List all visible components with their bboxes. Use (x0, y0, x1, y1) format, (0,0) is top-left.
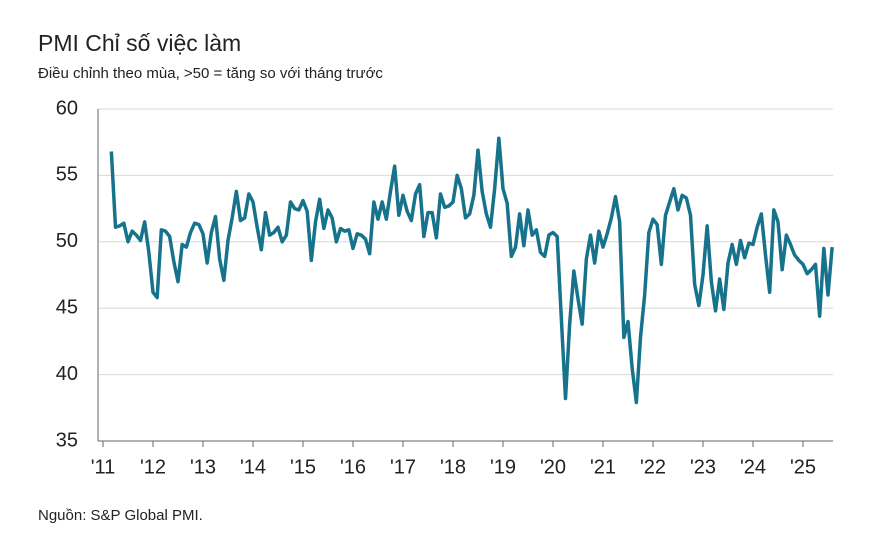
source-note: Nguồn: S&P Global PMI. (38, 507, 203, 524)
y-tick-label: 35 (56, 429, 78, 451)
x-tick-label: '16 (340, 456, 366, 478)
y-tick-label: 55 (56, 164, 78, 186)
y-tick-label: 50 (56, 230, 78, 252)
x-tick-label: '24 (740, 456, 766, 478)
x-tick-label: '21 (590, 456, 616, 478)
x-tick-label: '15 (290, 456, 316, 478)
y-tick-label: 60 (56, 97, 78, 119)
x-tick-label: '13 (190, 456, 216, 478)
x-tick-label: '25 (790, 456, 816, 478)
x-tick-label: '20 (540, 456, 566, 478)
x-tick-label: '17 (390, 456, 416, 478)
x-tick-label: '22 (640, 456, 666, 478)
y-tick-label: 40 (56, 363, 78, 385)
x-tick-label: '23 (690, 456, 716, 478)
x-tick-label: '14 (240, 456, 266, 478)
x-tick-label: '18 (440, 456, 466, 478)
chart-title: PMI Chỉ số việc làm (38, 30, 241, 56)
x-tick-label: '12 (140, 456, 166, 478)
data-line (109, 136, 834, 405)
x-tick-label: '19 (490, 456, 516, 478)
x-tick-label: '11 (91, 456, 116, 478)
chart-subtitle: Điều chỉnh theo mùa, >50 = tăng so với t… (38, 65, 383, 82)
y-tick-label: 45 (56, 296, 78, 318)
